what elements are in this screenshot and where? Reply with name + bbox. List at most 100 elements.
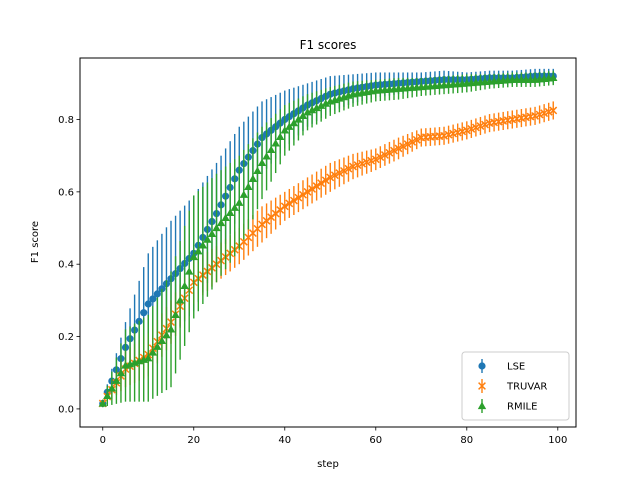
x-tick-label: 80	[460, 435, 473, 446]
data-point	[476, 122, 485, 130]
x-tick-label: 100	[548, 435, 567, 446]
data-point	[339, 166, 348, 175]
legend-label: TRUVAR	[506, 382, 547, 393]
data-point	[107, 384, 117, 392]
data-point	[408, 137, 417, 146]
legend-item-truvar: TRUVAR	[478, 379, 547, 393]
data-point	[412, 135, 421, 144]
data-point	[144, 300, 152, 308]
data-point	[166, 325, 176, 333]
data-point	[444, 130, 453, 139]
data-point	[344, 164, 353, 173]
data-point	[140, 309, 148, 317]
data-point	[262, 152, 271, 160]
data-point	[280, 202, 289, 211]
data-point	[481, 120, 489, 129]
series-rmile	[98, 70, 558, 408]
data-point	[531, 111, 539, 120]
y-axis-ticks: 0.0 0.2 0.4 0.6 0.8	[58, 115, 80, 415]
y-axis-label: F1 score	[30, 221, 41, 263]
data-point	[453, 128, 462, 137]
data-point	[225, 208, 235, 216]
data-point	[353, 161, 362, 170]
data-point	[144, 354, 153, 362]
data-point	[248, 174, 258, 182]
data-point	[280, 126, 289, 134]
data-point	[321, 176, 330, 185]
legend-item-rmile: RMILE	[477, 399, 537, 413]
data-point	[289, 118, 299, 127]
series-layer	[98, 68, 558, 408]
data-point	[189, 252, 198, 261]
data-point	[399, 142, 408, 151]
data-point	[321, 99, 330, 107]
data-point	[153, 290, 161, 298]
data-point	[230, 203, 239, 211]
data-point	[266, 145, 276, 154]
data-point	[390, 146, 398, 155]
data-point	[367, 156, 376, 165]
data-point	[271, 139, 280, 147]
data-point	[307, 105, 317, 114]
data-point	[449, 129, 458, 138]
data-point	[103, 391, 112, 400]
data-point	[289, 196, 298, 205]
data-point	[294, 115, 303, 123]
y-tick-label: 0.2	[58, 332, 74, 343]
data-point	[98, 399, 107, 407]
data-point	[212, 223, 221, 232]
data-point	[157, 336, 167, 345]
x-axis-label: step	[317, 459, 339, 470]
data-point	[221, 213, 230, 222]
legend-label: LSE	[507, 362, 525, 373]
data-point	[276, 132, 285, 141]
data-point	[326, 173, 335, 182]
data-point	[303, 187, 312, 196]
data-point	[544, 107, 553, 116]
data-point	[299, 190, 307, 199]
data-point	[385, 148, 394, 157]
data-point	[540, 109, 549, 118]
markers-rmile	[98, 73, 558, 407]
data-point	[112, 376, 121, 384]
data-point	[380, 151, 389, 159]
data-point	[358, 159, 367, 168]
legend-item-lse: LSE	[478, 359, 525, 373]
data-point	[285, 199, 294, 208]
data-point	[244, 182, 253, 190]
data-point	[253, 166, 262, 175]
data-point	[303, 108, 312, 116]
legend-label: RMILE	[507, 402, 537, 413]
data-point	[216, 218, 226, 227]
data-point	[458, 127, 467, 136]
legend-marker	[478, 362, 486, 370]
data-point	[349, 162, 357, 171]
data-point	[549, 106, 558, 115]
data-point	[153, 342, 162, 350]
data-point	[376, 153, 385, 162]
data-point	[471, 123, 480, 132]
legend: LSE TRUVAR RMILE	[461, 351, 570, 421]
data-point	[308, 185, 317, 193]
data-point	[235, 198, 244, 206]
data-point	[175, 296, 185, 304]
x-axis-ticks: 0 20 40 60 80 100	[100, 427, 567, 446]
data-point	[149, 295, 157, 303]
data-point	[185, 267, 194, 275]
data-point	[335, 169, 344, 177]
data-point	[194, 246, 203, 255]
data-point	[317, 179, 326, 188]
data-point	[207, 229, 217, 237]
data-point	[440, 131, 448, 140]
legend-marker	[477, 401, 487, 410]
legend-marker	[478, 382, 486, 390]
data-point	[312, 182, 321, 190]
y-tick-label: 0.8	[58, 115, 74, 126]
data-point	[312, 103, 321, 112]
x-tick-label: 60	[369, 435, 382, 446]
data-point	[116, 368, 126, 377]
data-point	[239, 190, 249, 198]
legend-box	[461, 351, 570, 421]
data-point	[394, 144, 403, 153]
